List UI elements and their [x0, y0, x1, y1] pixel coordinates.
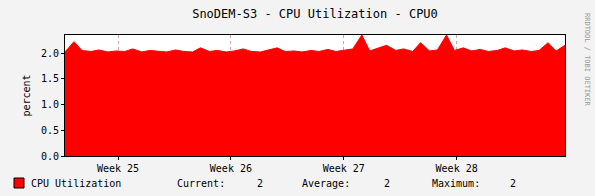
- svg-text:2.0: 2.0: [41, 48, 59, 59]
- svg-text:Week 26: Week 26: [210, 163, 252, 174]
- svg-text:2: 2: [510, 178, 516, 189]
- svg-text:1.5: 1.5: [41, 73, 59, 84]
- svg-text:SnoDEM-S3 - CPU Utilization -: SnoDEM-S3 - CPU Utilization - CPU0: [192, 7, 438, 21]
- svg-text:1.0: 1.0: [41, 99, 59, 110]
- svg-text:percent: percent: [21, 74, 32, 116]
- svg-text:Current:: Current:: [177, 178, 225, 189]
- svg-text:0.5: 0.5: [41, 125, 59, 136]
- svg-text:0.0: 0.0: [41, 151, 59, 162]
- svg-text:2: 2: [257, 178, 263, 189]
- svg-text:Maximum:: Maximum:: [432, 178, 480, 189]
- svg-text:Week 25: Week 25: [97, 163, 139, 174]
- svg-text:Average:: Average:: [302, 178, 350, 189]
- svg-text:RRDTOOL / TOBI OETIKER: RRDTOOL / TOBI OETIKER: [583, 13, 591, 107]
- svg-text:2: 2: [384, 178, 390, 189]
- svg-text:Week 28: Week 28: [436, 163, 478, 174]
- svg-text:CPU Utilization: CPU Utilization: [31, 178, 121, 189]
- svg-text:Week 27: Week 27: [323, 163, 365, 174]
